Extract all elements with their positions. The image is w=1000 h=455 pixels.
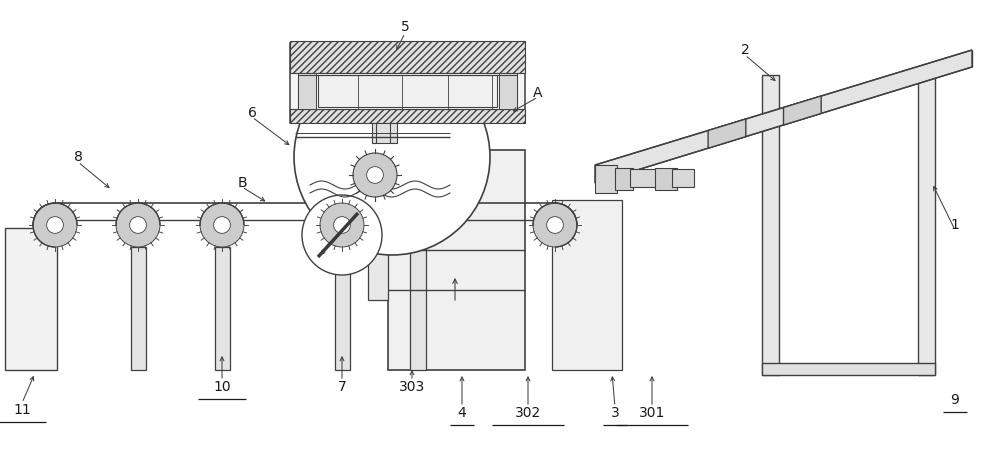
Text: 7: 7 <box>338 380 346 394</box>
Circle shape <box>410 217 426 233</box>
Text: 2: 2 <box>741 43 749 57</box>
Circle shape <box>47 217 63 233</box>
Text: 11: 11 <box>13 403 31 417</box>
Bar <box>410 247 426 370</box>
Text: 6: 6 <box>248 106 256 120</box>
Circle shape <box>396 203 440 247</box>
Circle shape <box>547 217 563 233</box>
Polygon shape <box>708 119 746 148</box>
Circle shape <box>200 203 244 247</box>
Bar <box>630 169 658 187</box>
Circle shape <box>334 217 350 233</box>
Circle shape <box>302 195 382 275</box>
Bar <box>290 41 525 73</box>
Polygon shape <box>784 96 821 125</box>
Polygon shape <box>595 50 972 183</box>
Bar <box>290 43 525 123</box>
Text: 303: 303 <box>399 380 425 394</box>
Bar <box>499 73 517 109</box>
Bar <box>334 247 350 370</box>
Bar <box>298 73 316 109</box>
Circle shape <box>353 153 397 197</box>
Text: 10: 10 <box>213 380 231 394</box>
Text: B: B <box>237 176 247 190</box>
Text: A: A <box>533 86 543 100</box>
Text: 9: 9 <box>951 393 959 407</box>
Circle shape <box>294 59 490 255</box>
Bar <box>130 247 146 370</box>
Circle shape <box>214 217 230 233</box>
Bar <box>615 168 633 190</box>
Circle shape <box>33 203 77 247</box>
Bar <box>318 75 497 107</box>
Bar <box>290 109 525 123</box>
Circle shape <box>320 203 364 247</box>
Circle shape <box>533 203 577 247</box>
Bar <box>672 169 694 187</box>
Text: 3: 3 <box>611 406 619 420</box>
Bar <box>298 73 517 109</box>
Bar <box>552 200 622 370</box>
Text: 4: 4 <box>458 406 466 420</box>
Bar <box>655 168 677 190</box>
Text: 302: 302 <box>515 406 541 420</box>
Bar <box>368 130 388 300</box>
Bar <box>595 165 617 193</box>
Bar <box>388 150 525 370</box>
Bar <box>762 363 935 375</box>
Circle shape <box>334 217 350 233</box>
Bar <box>372 121 397 143</box>
Bar <box>5 228 57 370</box>
Text: 8: 8 <box>74 150 82 164</box>
Bar <box>214 247 230 370</box>
Circle shape <box>130 217 146 233</box>
Bar <box>918 75 935 375</box>
Circle shape <box>367 167 383 183</box>
Text: 1: 1 <box>951 218 959 232</box>
Text: 5: 5 <box>401 20 409 34</box>
Text: 301: 301 <box>639 406 665 420</box>
Circle shape <box>116 203 160 247</box>
Bar <box>762 75 779 375</box>
Circle shape <box>320 203 364 247</box>
